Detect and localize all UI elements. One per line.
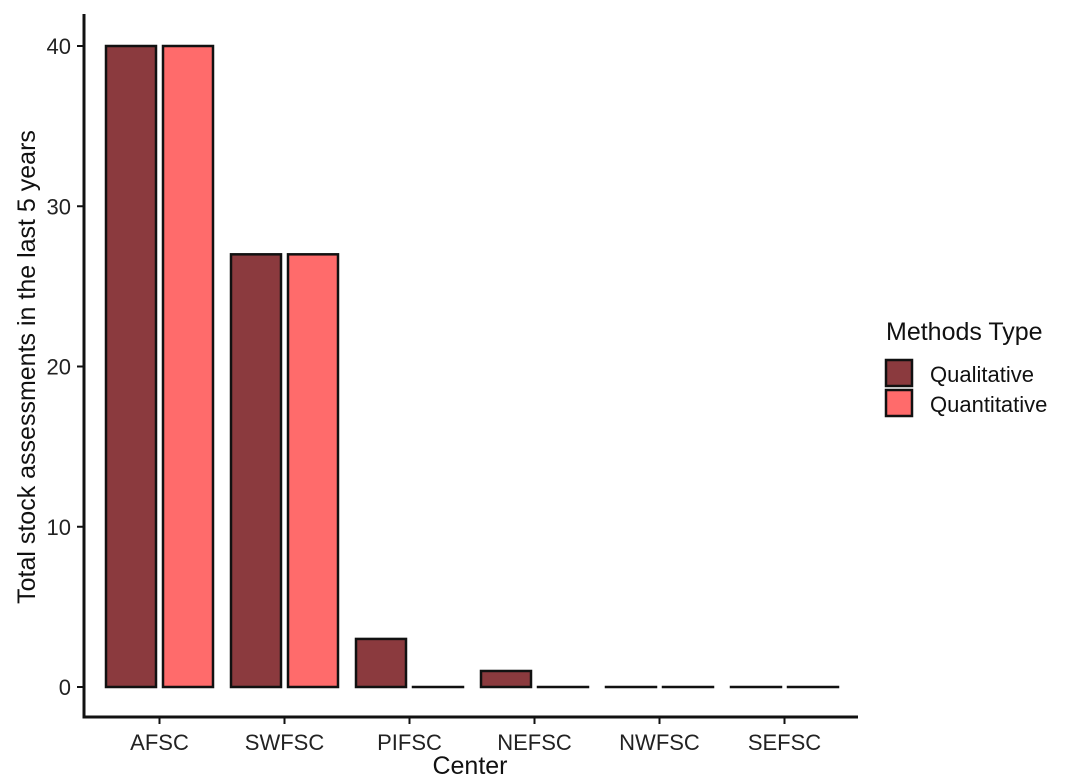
x-tick-label: NWFSC <box>619 730 700 755</box>
legend-swatch-quantitative <box>884 388 914 418</box>
x-tick-label: SWFSC <box>245 730 325 755</box>
bars-layer <box>104 44 840 689</box>
x-tick-label: SEFSC <box>748 730 821 755</box>
bar-swfsc-quantitative <box>286 253 340 689</box>
y-tick-label: 30 <box>47 194 71 219</box>
y-tick-label: 20 <box>47 355 71 380</box>
legend-label-qualitative: Qualitative <box>930 362 1034 387</box>
x-tick-label: AFSC <box>130 730 189 755</box>
x-axis: AFSC SWFSC PIFSC NEFSC NWFSC SEFSC <box>82 715 858 755</box>
y-axis-title: Total stock assessments in the last 5 ye… <box>13 130 41 604</box>
y-axis: 0 10 20 30 40 <box>47 14 86 717</box>
y-tick-label: 10 <box>47 515 71 540</box>
legend-swatch-qualitative <box>884 358 914 388</box>
legend-label-quantitative: Quantitative <box>930 392 1047 417</box>
bar-afsc-qualitative <box>104 44 158 689</box>
x-axis-title: Center <box>432 752 507 779</box>
legend: Methods Type Qualitative Quantitative <box>884 318 1047 418</box>
bar-swfsc-qualitative <box>229 253 283 689</box>
y-tick-label: 0 <box>59 675 71 700</box>
bar-nefsc-qualitative <box>479 669 533 689</box>
x-tick-label: NEFSC <box>497 730 572 755</box>
bar-pifsc-qualitative <box>354 637 408 689</box>
y-tick-label: 40 <box>47 34 71 59</box>
bar-afsc-quantitative <box>161 44 215 689</box>
legend-title: Methods Type <box>886 318 1043 346</box>
x-tick-label: PIFSC <box>377 730 442 755</box>
